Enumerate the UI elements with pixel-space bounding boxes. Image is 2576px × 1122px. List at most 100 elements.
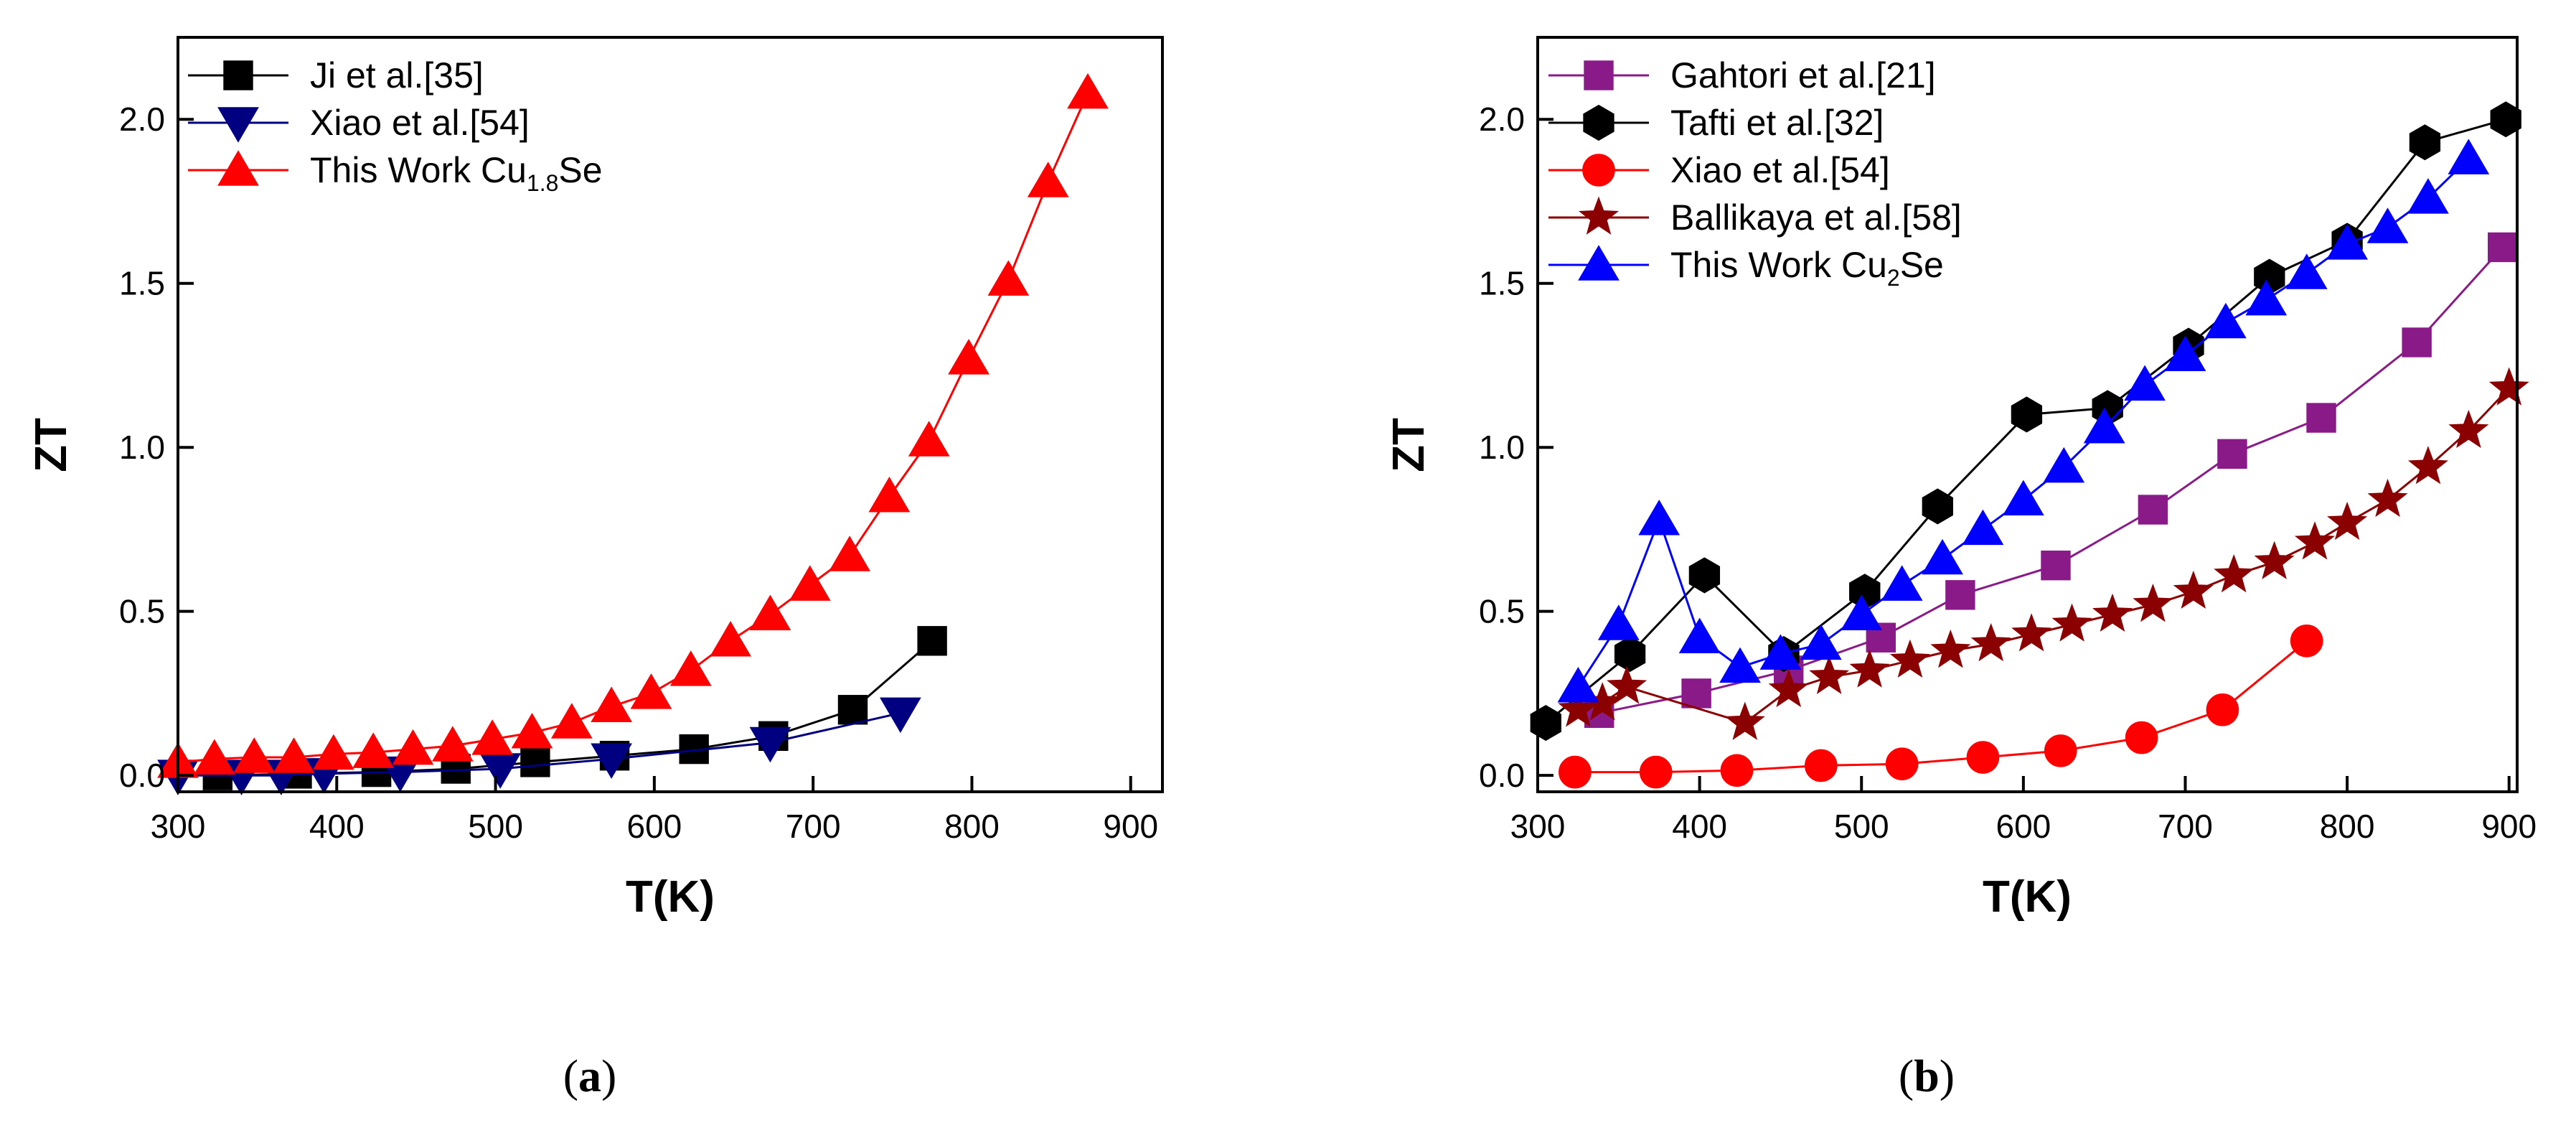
panel-b-x-tick-label: 300 (1510, 808, 1566, 845)
panel-b-series-2-point (1805, 749, 1838, 782)
panel-b-series-3-point (2294, 521, 2335, 560)
panel-b-series-4-point (1678, 617, 1721, 653)
panel-b-series-4-point (1597, 604, 1640, 640)
panel-b-legend-item-4: This Work Cu2Se (1548, 245, 1944, 291)
panel-b-series-0-point (2217, 439, 2247, 469)
panel-a-series-2-point (233, 737, 276, 773)
panel-b-series-2-point (1639, 755, 1673, 789)
panel-b-series-4-point (1557, 667, 1599, 703)
panel-a-series-2-point (550, 703, 593, 739)
panel-a-y-tick-label: 2.0 (119, 100, 165, 138)
panel-a-legend-item-2: This Work Cu1.8Se (188, 150, 603, 196)
panel-a-series-2-point (749, 594, 791, 630)
panel-b-x-tick-label: 900 (2481, 808, 2537, 845)
panel-b-ticks (1536, 118, 2511, 792)
panel-b-x-axis-title: T(K) (1983, 872, 2072, 922)
panel-b-series-1-point (1922, 488, 1953, 525)
panel-b-series-2-point (2125, 721, 2158, 754)
panel-a-x-tick-label: 900 (1103, 808, 1158, 845)
panel-b-y-tick-label: 2.0 (1479, 100, 1525, 138)
panel-a-x-tick-label: 400 (309, 808, 365, 845)
panel-b-series-4-point (2164, 335, 2206, 371)
panel-b-series-2-line (1574, 640, 2308, 774)
panel-a-plot-frame (177, 36, 1164, 793)
panel-a-series-1-point (880, 697, 921, 734)
panel-b-series-3-point (2214, 553, 2255, 593)
panel-b-series-2-point (2206, 693, 2239, 726)
panel-b-x-tick-label: 500 (1834, 808, 1889, 845)
panel-a-series-0-point (917, 626, 947, 656)
panel-b-legend-item-2: Xiao et al.[54] (1548, 150, 1890, 190)
panel-b-series-4 (1557, 139, 2490, 703)
panel-a-series-2-point (591, 686, 632, 722)
panel-b-x-tick-label: 800 (2320, 808, 2375, 845)
panel-b-series-4-point (2448, 139, 2490, 174)
panel-a-legend-item-0: Ji et al.[35] (188, 55, 484, 95)
panel-b-series-3-point (1724, 701, 1765, 740)
panel-b-legend-label: Ballikaya et al.[58] (1670, 197, 1962, 238)
panel-a-series-2-point (312, 734, 354, 770)
panel-b-series-4-point (2245, 279, 2288, 316)
panel-b-x-tick-labels: 300 400 500 600 700 800 900 (1510, 808, 2537, 845)
panel-label-b: (b) (1899, 1050, 1955, 1101)
panel-b-series-4-point (1841, 594, 1883, 630)
panel-b-legend-item-1: Tafti et al.[32] (1548, 103, 1884, 143)
panel-a-series-2-point (630, 673, 672, 709)
panel-a-x-tick-label: 300 (151, 808, 206, 845)
panel-b-legend-marker (1583, 104, 1614, 141)
panel-a-series-2-point (789, 565, 831, 601)
panel-b-series-2-point (1966, 741, 2000, 774)
panel-a-legend-label: This Work Cu1.8Se (310, 150, 603, 196)
panel-a-series-2-point (1067, 73, 1109, 109)
panel-b-series-1-point (2490, 101, 2521, 138)
panel-b-series-1-point (1614, 636, 1646, 673)
panel-b-series-0-point (1681, 678, 1711, 709)
panel-b-series-4-point (1922, 538, 1963, 575)
panel-a-series-2-point (829, 536, 870, 571)
panel-a-series-2-point (908, 421, 950, 457)
panel-a-series-1-point (749, 726, 791, 763)
panel-b-legend: Gahtori et al.[21] Tafti et al.[32] Xiao e… (1548, 55, 1962, 291)
panel-b-series-3-point (2488, 367, 2529, 406)
panel-a-x-axis-title: T(K) (626, 872, 715, 922)
panel-b-series-0-point (2487, 232, 2518, 263)
panel-b-series-4-point (2407, 178, 2449, 214)
panel-b-series-3-point (2173, 570, 2214, 609)
panel-b-series-1-point (2409, 124, 2441, 161)
panel-b-series-3-point (2254, 541, 2295, 579)
panel-b-y-tick-label: 0.5 (1479, 593, 1525, 630)
panel-b-series-4-point (2285, 253, 2328, 289)
panel-a-series-0-point (837, 695, 868, 725)
panel-b-series-0-point (1945, 580, 1975, 610)
panel-b-series-2-point (1559, 755, 1592, 789)
panel-b-series-4-point (2083, 408, 2125, 444)
panel-a-series-1-point (479, 753, 522, 789)
panel-a-legend-item-1: Xiao et al.[54] (188, 103, 530, 143)
panel-b-series-3-point (2092, 593, 2133, 632)
panel-a-y-tick-label: 0.5 (119, 593, 165, 630)
panel-b-series-4-point (2043, 447, 2085, 483)
panel-a-x-tick-label: 500 (468, 808, 523, 845)
panel-b-series-0-point (2138, 495, 2168, 525)
panel-b-series-1-point (1688, 557, 1721, 594)
panel-b-series-3-point (1970, 622, 2011, 662)
panel-b-series-3-point (2367, 478, 2408, 518)
panel-b-plot-frame (1536, 36, 2519, 793)
panel-a-ticks (177, 118, 1132, 792)
panel-b-y-tick-label: 0.0 (1479, 757, 1525, 794)
panel-a-series-2-point (511, 713, 553, 749)
panel-a-series-2-point (471, 719, 514, 755)
panel-a-legend: Ji et al.[35] Xiao et al.[54] This Work Cu… (188, 55, 603, 196)
panel-a-series-2-point (194, 739, 235, 775)
panel-b-series-2-point (2044, 734, 2077, 767)
panel-b-legend-marker (1578, 196, 1620, 235)
panel-b-series-0-point (2041, 551, 2071, 581)
panel-b-legend-label: Gahtori et al.[21] (1670, 55, 1936, 95)
panel-b-y-axis-title: ZT (1384, 418, 1434, 472)
panel-b-series-4-point (1719, 647, 1761, 683)
panel-b-series-2-point (1720, 754, 1754, 787)
panel-b-series-3-point (1849, 649, 1890, 688)
panel-b-series-3-point (2133, 584, 2173, 622)
panel-a-series (157, 73, 1109, 795)
chart-panel-b: 300 400 500 600 700 800 900 0.0 0.5 1.0 1.5 2.0 T(… (1384, 36, 2537, 922)
